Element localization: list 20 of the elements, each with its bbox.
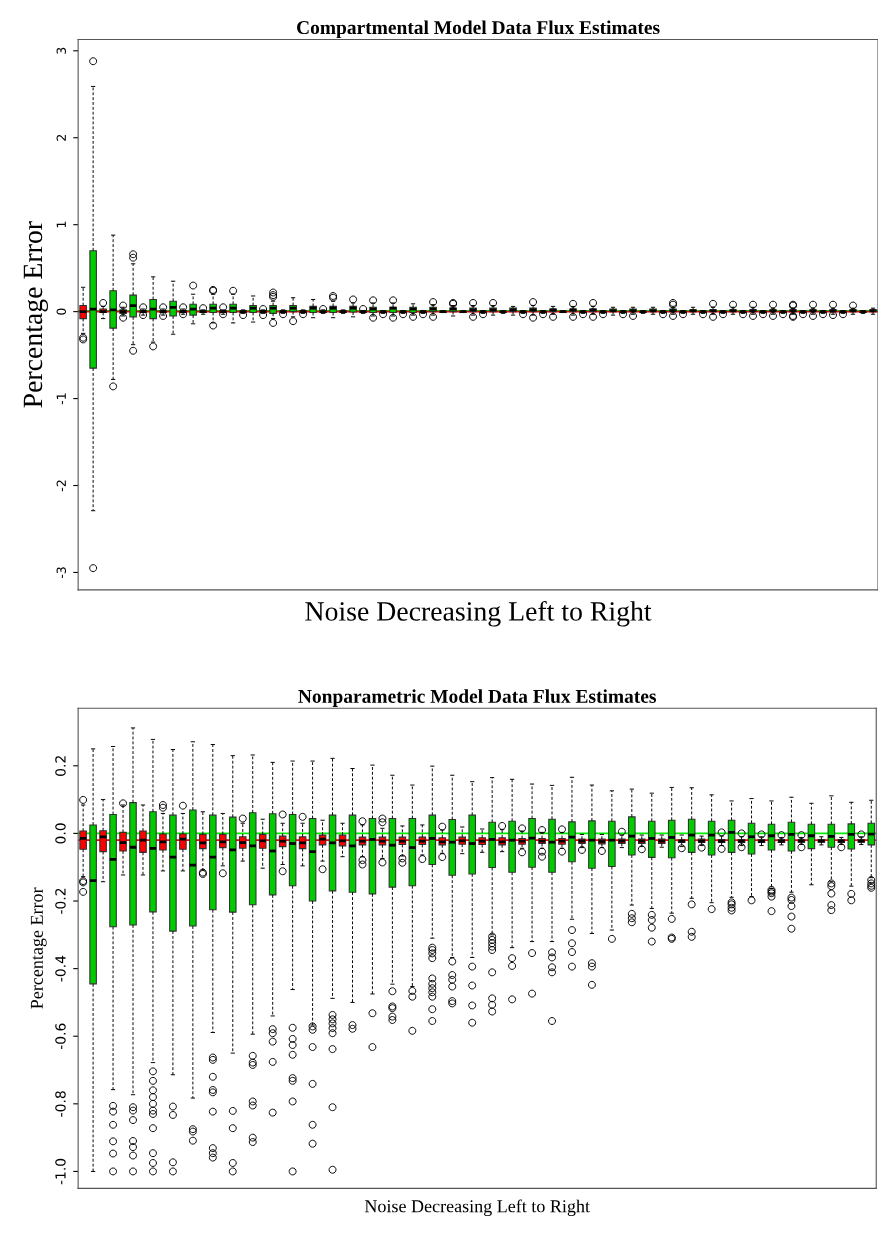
y-tick-label: -0.4: [55, 955, 66, 982]
y-tick-label: 1: [56, 221, 66, 228]
y-tick-label: 0: [56, 308, 66, 315]
y-tick-label: -0.8: [55, 1091, 66, 1117]
y-tick-label: -2: [56, 480, 66, 492]
chart-title: Nonparametric Model Data Flux Estimates: [298, 689, 657, 707]
y-axis-title: Percentage Error: [23, 221, 48, 408]
y-tick-label: -0.2: [55, 888, 66, 914]
y-tick-label: 2: [56, 135, 66, 141]
y-tick-label: 0.0: [55, 823, 66, 844]
x-axis-title: Noise Decreasing Left to Right: [305, 600, 652, 627]
y-tick-label: 0.2: [55, 756, 66, 776]
y-tick-label: 3: [56, 47, 66, 54]
y-tick-label: -0.6: [55, 1023, 66, 1050]
y-tick-label: -3: [56, 567, 66, 579]
chart-title: Compartmental Model Data Flux Estimates: [297, 20, 660, 39]
x-axis-title: Noise Decreasing Left to Right: [364, 1199, 590, 1217]
y-tick-label: -1: [56, 393, 66, 405]
y-axis-title: Percentage Error: [30, 887, 47, 1009]
y-tick-label: -1.0: [55, 1158, 66, 1185]
